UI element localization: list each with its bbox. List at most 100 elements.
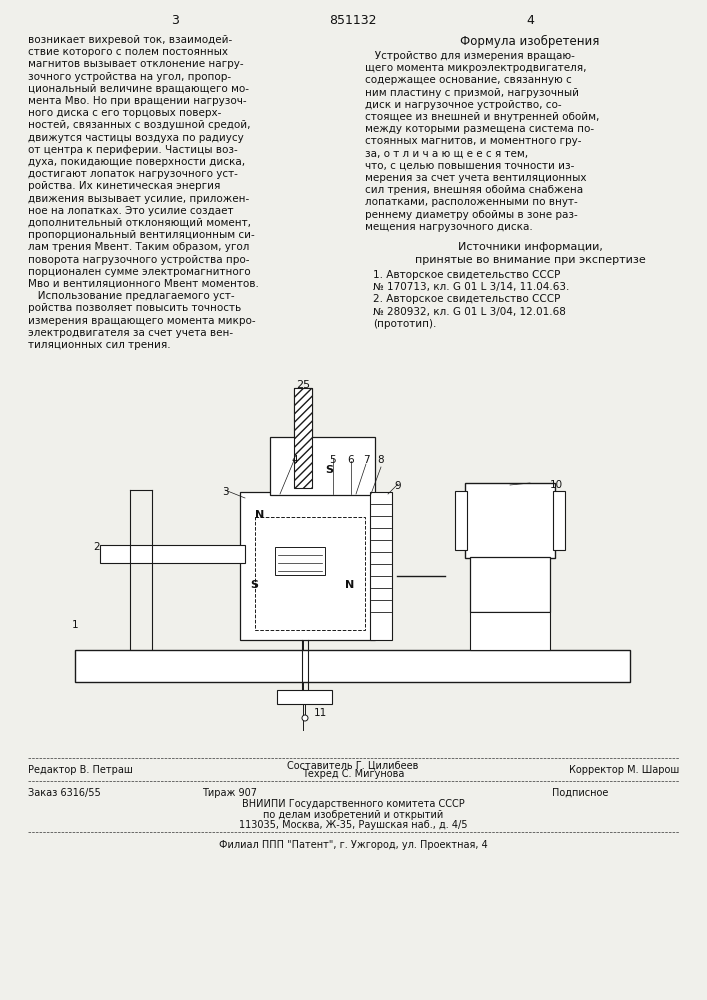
Bar: [294, 388, 312, 488]
Bar: [100, 545, 245, 563]
Text: 25: 25: [296, 380, 310, 390]
Text: что, с целью повышения точности из-: что, с целью повышения точности из-: [365, 161, 574, 171]
Bar: [271, 438, 374, 467]
Text: пропорциональный вентиляционным си-: пропорциональный вентиляционным си-: [28, 230, 255, 240]
Bar: [370, 492, 392, 640]
Text: Составитель Г. Цилибеев: Составитель Г. Цилибеев: [287, 760, 419, 770]
Bar: [470, 612, 550, 650]
Text: от центра к периферии. Частицы воз-: от центра к периферии. Частицы воз-: [28, 145, 238, 155]
Text: мерения за счет учета вентиляционных: мерения за счет учета вентиляционных: [365, 173, 587, 183]
Bar: [240, 492, 375, 640]
Bar: [470, 557, 550, 612]
Text: сил трения, внешняя обойма снабжена: сил трения, внешняя обойма снабжена: [365, 185, 583, 195]
Bar: [295, 389, 311, 487]
Text: поворота нагрузочного устройства про-: поворота нагрузочного устройства про-: [28, 255, 250, 265]
Text: ним пластину с призмой, нагрузочный: ним пластину с призмой, нагрузочный: [365, 88, 579, 98]
Text: электродвигателя за счет учета вен-: электродвигателя за счет учета вен-: [28, 328, 233, 338]
Text: принятые во внимание при экспертизе: принятые во внимание при экспертизе: [414, 255, 645, 265]
Text: 6: 6: [348, 455, 354, 465]
Text: № 170713, кл. G 01 L 3/14, 11.04.63.: № 170713, кл. G 01 L 3/14, 11.04.63.: [373, 282, 569, 292]
Text: зочного устройства на угол, пропор-: зочного устройства на угол, пропор-: [28, 72, 231, 82]
Bar: [294, 388, 312, 488]
Text: мента Мво. Но при вращении нагрузоч-: мента Мво. Но при вращении нагрузоч-: [28, 96, 247, 106]
Text: по делам изобретений и открытий: по делам изобретений и открытий: [263, 810, 443, 820]
Bar: [553, 491, 565, 550]
Text: Тираж 907: Тираж 907: [202, 788, 257, 798]
Text: движения вызывает усилие, приложен-: движения вызывает усилие, приложен-: [28, 194, 250, 204]
Text: порционален сумме электромагнитного: порционален сумме электромагнитного: [28, 267, 250, 277]
Text: Мво и вентиляционного Мвент моментов.: Мво и вентиляционного Мвент моментов.: [28, 279, 259, 289]
Text: S: S: [325, 465, 333, 475]
Text: реннему диаметру обоймы в зоне раз-: реннему диаметру обоймы в зоне раз-: [365, 210, 578, 220]
Text: щего момента микроэлектродвигателя,: щего момента микроэлектродвигателя,: [365, 63, 587, 73]
Text: 2: 2: [94, 542, 100, 552]
Text: 8: 8: [378, 455, 385, 465]
Text: магнитов вызывает отклонение нагру-: магнитов вызывает отклонение нагру-: [28, 59, 244, 69]
Text: Устройство для измерения вращаю-: Устройство для измерения вращаю-: [365, 51, 575, 61]
Text: лам трения Мвент. Таким образом, угол: лам трения Мвент. Таким образом, угол: [28, 242, 250, 252]
Text: 3: 3: [171, 14, 179, 27]
Text: ройства позволяет повысить точность: ройства позволяет повысить точность: [28, 303, 241, 313]
Bar: [295, 389, 311, 487]
Bar: [295, 389, 311, 487]
Bar: [295, 389, 311, 487]
Text: 4: 4: [526, 14, 534, 27]
Text: лопатками, расположенными по внут-: лопатками, расположенными по внут-: [365, 197, 578, 207]
Text: содержащее основание, связанную с: содержащее основание, связанную с: [365, 75, 572, 85]
Text: ствие которого с полем постоянных: ствие которого с полем постоянных: [28, 47, 228, 57]
Text: ного диска с его торцовых поверх-: ного диска с его торцовых поверх-: [28, 108, 221, 118]
Text: ностей, связанных с воздушной средой,: ностей, связанных с воздушной средой,: [28, 120, 250, 130]
Text: диск и нагрузочное устройство, со-: диск и нагрузочное устройство, со-: [365, 100, 561, 110]
Bar: [277, 690, 332, 704]
Text: 7: 7: [363, 455, 369, 465]
Text: измерения вращающего момента микро-: измерения вращающего момента микро-: [28, 316, 256, 326]
Text: Корректор М. Шарош: Корректор М. Шарош: [568, 765, 679, 775]
Bar: [295, 389, 311, 487]
Text: дополнительный отклоняющий момент,: дополнительный отклоняющий момент,: [28, 218, 251, 228]
Text: Использование предлагаемого уст-: Использование предлагаемого уст-: [28, 291, 235, 301]
Bar: [465, 483, 555, 558]
Text: Заказ 6316/55: Заказ 6316/55: [28, 788, 101, 798]
Bar: [75, 650, 630, 682]
Text: 851132: 851132: [329, 14, 377, 27]
Bar: [455, 491, 467, 550]
Text: 1. Авторское свидетельство СССР: 1. Авторское свидетельство СССР: [373, 270, 561, 280]
Text: 3: 3: [222, 487, 228, 497]
Text: 11: 11: [313, 708, 327, 718]
Text: за, о т л и ч а ю щ е е с я тем,: за, о т л и ч а ю щ е е с я тем,: [365, 149, 528, 159]
Text: Подписное: Подписное: [551, 788, 608, 798]
Bar: [255, 517, 365, 630]
Text: Источники информации,: Источники информации,: [457, 242, 602, 252]
Text: тиляционных сил трения.: тиляционных сил трения.: [28, 340, 170, 350]
Text: 9: 9: [395, 481, 402, 491]
Bar: [295, 389, 311, 487]
Bar: [295, 389, 311, 487]
Bar: [295, 389, 311, 487]
Bar: [295, 389, 311, 487]
Text: 10: 10: [549, 480, 563, 490]
Text: Формула изобретения: Формула изобретения: [460, 35, 600, 48]
Text: достигают лопаток нагрузочного уст-: достигают лопаток нагрузочного уст-: [28, 169, 238, 179]
Text: ВНИИПИ Государственного комитета СССР: ВНИИПИ Государственного комитета СССР: [242, 799, 464, 809]
Text: Филиал ППП "Патент", г. Ужгород, ул. Проектная, 4: Филиал ППП "Патент", г. Ужгород, ул. Про…: [218, 840, 487, 850]
Bar: [270, 437, 375, 495]
Text: (прототип).: (прототип).: [373, 319, 436, 329]
Text: циональный величине вращающего мо-: циональный величине вращающего мо-: [28, 84, 249, 94]
Text: стоянных магнитов, и моментного гру-: стоянных магнитов, и моментного гру-: [365, 136, 581, 146]
Text: стоящее из внешней и внутренней обойм,: стоящее из внешней и внутренней обойм,: [365, 112, 600, 122]
Text: духа, покидающие поверхности диска,: духа, покидающие поверхности диска,: [28, 157, 245, 167]
Text: ройства. Их кинетическая энергия: ройства. Их кинетическая энергия: [28, 181, 221, 191]
Text: № 280932, кл. G 01 L 3/04, 12.01.68: № 280932, кл. G 01 L 3/04, 12.01.68: [373, 307, 566, 317]
Text: S: S: [250, 580, 258, 590]
Text: 2. Авторское свидетельство СССР: 2. Авторское свидетельство СССР: [373, 294, 561, 304]
Text: Техред С. Мигунова: Техред С. Мигунова: [302, 769, 404, 779]
Bar: [296, 488, 310, 498]
Text: между которыми размещена система по-: между которыми размещена система по-: [365, 124, 594, 134]
Bar: [295, 389, 311, 487]
Bar: [275, 547, 325, 575]
Text: 5: 5: [329, 455, 337, 465]
Text: N: N: [255, 510, 264, 520]
Text: N: N: [345, 580, 354, 590]
Text: 1: 1: [71, 620, 78, 630]
Bar: [295, 389, 311, 487]
